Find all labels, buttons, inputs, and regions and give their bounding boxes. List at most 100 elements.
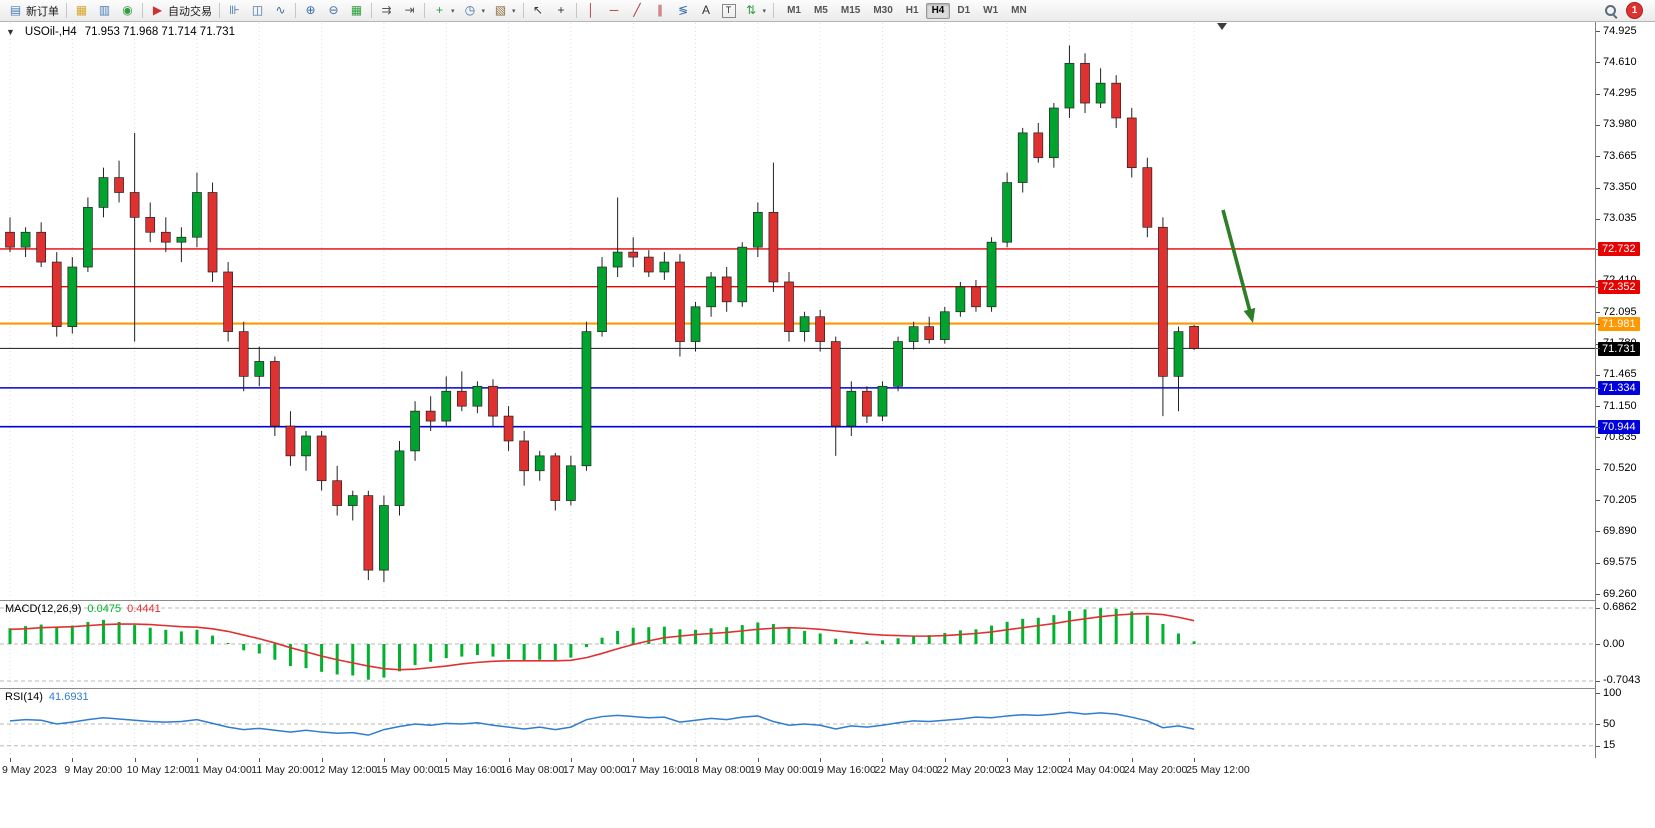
timeframe-d1-button[interactable]: D1 — [957, 4, 971, 16]
price-axis-label: 69.575 — [1603, 556, 1637, 569]
timeframe-m1-button[interactable]: M1 — [787, 4, 801, 16]
autotrading-button[interactable]: ▶ 自动交易 — [146, 2, 216, 20]
price-badge-resistance-line-price[interactable]: 72.732 — [1598, 242, 1640, 257]
zoom-out-button[interactable]: ⊖ — [322, 2, 345, 20]
timeframe-h1-button[interactable]: H1 — [905, 4, 919, 16]
autotrading-icon: ▶ — [152, 3, 163, 17]
cursor-button[interactable]: ↖ — [527, 2, 550, 20]
timeframe-m5-button[interactable]: M5 — [813, 4, 828, 16]
templates-button[interactable]: ▧ ▾ — [489, 2, 520, 20]
candlestick-chart-button[interactable]: ◫ — [246, 2, 269, 20]
rsi-value: 41.6931 — [48, 691, 89, 703]
axis-tick — [1596, 187, 1600, 189]
sell-arrow-annotation[interactable] — [1221, 209, 1253, 316]
price-axis-label: 72.095 — [1603, 305, 1637, 318]
crosshair-button[interactable]: + — [550, 2, 573, 20]
chart-shift-icon: ⇥ — [404, 3, 415, 17]
data-window-button[interactable]: ▥ — [93, 2, 116, 20]
price-axis-label: 73.980 — [1603, 118, 1637, 131]
price-chart-panel[interactable] — [0, 22, 1595, 600]
line-chart-button[interactable]: ∿ — [269, 2, 292, 20]
price-badge-support-line-price[interactable]: 71.334 — [1598, 381, 1640, 396]
channel-button[interactable]: ∥ — [649, 2, 672, 20]
time-axis-label: 16 May 08:00 — [500, 764, 565, 776]
time-axis-label: 19 May 16:00 — [812, 764, 876, 776]
macd-panel[interactable] — [0, 600, 1595, 688]
candle — [254, 346, 265, 387]
time-axis-tick — [757, 758, 759, 762]
indicators-button[interactable]: + ▾ — [428, 2, 459, 20]
tile-windows-button[interactable]: ▦ — [345, 2, 368, 20]
zoom-in-icon: ⊕ — [305, 3, 316, 17]
panel-separator[interactable] — [0, 688, 1655, 689]
price-axis-label: 70.520 — [1603, 462, 1637, 475]
candle — [129, 132, 140, 342]
candle — [815, 309, 826, 352]
price-badge-resistance-line-price[interactable]: 72.352 — [1598, 280, 1640, 295]
market-watch-button[interactable]: ▦ — [70, 2, 93, 20]
axis-tick — [1596, 500, 1600, 502]
text-label-icon: T — [721, 3, 736, 18]
time-axis-tick — [882, 758, 884, 762]
auto-scroll-button[interactable]: ⇉ — [375, 2, 398, 20]
candle — [550, 452, 561, 511]
text-label-button[interactable]: T — [718, 2, 740, 20]
toolbar-separator — [371, 3, 372, 18]
vertical-line-button[interactable]: │ — [580, 2, 603, 20]
chart-shift-button[interactable]: ⇥ — [398, 2, 421, 20]
time-axis-tick — [633, 758, 635, 762]
panel-separator[interactable] — [0, 600, 1655, 601]
candle — [1017, 127, 1028, 193]
candle — [238, 321, 249, 392]
candle — [316, 431, 327, 491]
price-axis-label: 69.260 — [1603, 587, 1637, 600]
candle — [752, 202, 763, 258]
time-axis-tick — [695, 758, 697, 762]
candle — [1064, 45, 1075, 118]
time-axis-tick — [1007, 758, 1009, 762]
rsi-panel[interactable] — [0, 688, 1595, 758]
candle — [1158, 217, 1168, 417]
price-axis[interactable]: 74.925 74.610 74.295 73.980 73.665 73.350 73.0… — [1595, 22, 1655, 758]
notification-badge[interactable]: 1 — [1626, 2, 1643, 19]
horizontal-line-button[interactable]: ─ — [603, 2, 626, 20]
price-badge-key-level-price[interactable]: 71.981 — [1598, 317, 1640, 332]
timeframe-m30-button[interactable]: M30 — [873, 4, 893, 16]
axis-tick — [1596, 218, 1600, 220]
axis-tick — [1596, 93, 1600, 95]
price-axis-label: 74.610 — [1603, 55, 1637, 68]
rsi-axis-label: 50 — [1603, 717, 1616, 730]
bar-chart-button[interactable]: ⊪ — [223, 2, 246, 20]
axis-tick — [1596, 156, 1600, 158]
zoom-in-button[interactable]: ⊕ — [299, 2, 322, 20]
axis-tick — [1596, 31, 1600, 32]
new-order-button[interactable]: ▤ 新订单 — [4, 2, 63, 20]
timeframe-m15-button[interactable]: M15 — [840, 4, 861, 16]
timeframe-w1-button[interactable]: W1 — [983, 4, 999, 16]
candle — [830, 336, 841, 456]
candle — [675, 254, 685, 357]
one-click-trading-toggle-icon[interactable]: ▼ — [6, 27, 15, 37]
candle — [270, 356, 280, 436]
candle — [1033, 122, 1044, 163]
price-badge-support-line-price[interactable]: 70.944 — [1598, 420, 1640, 435]
price-badge-current-bid-price[interactable]: 71.731 — [1598, 341, 1640, 356]
navigator-button[interactable]: ◉ — [116, 2, 139, 20]
fibonacci-button[interactable]: ≶ — [672, 2, 695, 20]
candle — [597, 257, 607, 337]
candle — [332, 465, 343, 516]
timeframe-mn-button[interactable]: MN — [1011, 4, 1027, 16]
search-icon[interactable] — [1604, 4, 1618, 18]
vertical-line-icon: │ — [587, 3, 595, 17]
chart-legend: ▼ USOil-,H4 71.953 71.968 71.714 71.731 — [6, 26, 235, 38]
trendline-button[interactable]: ╱ — [626, 2, 649, 20]
sell-arrow-head[interactable] — [1243, 307, 1256, 323]
chart-shift-marker-icon[interactable] — [1217, 23, 1227, 30]
text-button[interactable]: A — [695, 2, 718, 20]
periods-button[interactable]: ◷ ▾ — [459, 2, 490, 20]
time-axis[interactable]: 9 May 2023 9 May 20:00 10 May 12:00 11 May … — [0, 758, 1655, 782]
toolbar-separator — [575, 3, 577, 18]
macd-axis-label: 0.00 — [1603, 637, 1625, 650]
timeframe-h4-button[interactable]: H4 — [925, 2, 951, 19]
arrows-button[interactable]: ⇅ ▾ — [740, 2, 771, 20]
